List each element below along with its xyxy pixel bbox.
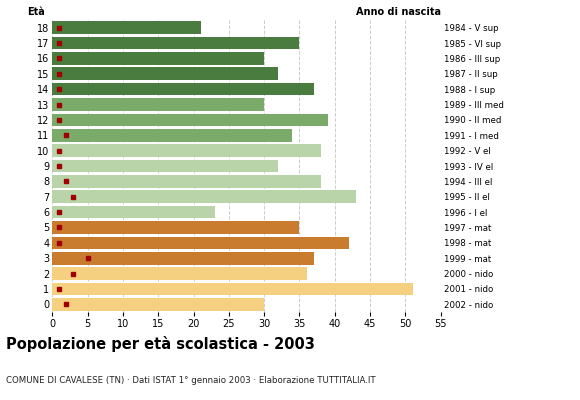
Bar <box>52 144 321 157</box>
Text: COMUNE DI CAVALESE (TN) · Dati ISTAT 1° gennaio 2003 · Elaborazione TUTTITALIA.I: COMUNE DI CAVALESE (TN) · Dati ISTAT 1° … <box>6 376 375 385</box>
Bar <box>52 252 314 264</box>
Bar <box>52 160 278 172</box>
Bar <box>52 190 356 203</box>
Bar <box>52 98 264 111</box>
Bar <box>52 206 215 218</box>
Text: Età: Età <box>27 7 45 17</box>
Bar <box>52 52 264 65</box>
Bar <box>52 37 299 49</box>
Bar <box>52 221 299 234</box>
Bar <box>52 175 321 188</box>
Bar <box>52 114 328 126</box>
Text: Anno di nascita: Anno di nascita <box>356 7 441 17</box>
Bar <box>52 267 307 280</box>
Bar <box>52 21 201 34</box>
Bar <box>52 68 278 80</box>
Text: Popolazione per età scolastica - 2003: Popolazione per età scolastica - 2003 <box>6 336 315 352</box>
Bar <box>52 83 314 96</box>
Bar <box>52 236 349 249</box>
Bar <box>52 298 264 311</box>
Bar <box>52 129 292 142</box>
Bar <box>52 283 412 295</box>
